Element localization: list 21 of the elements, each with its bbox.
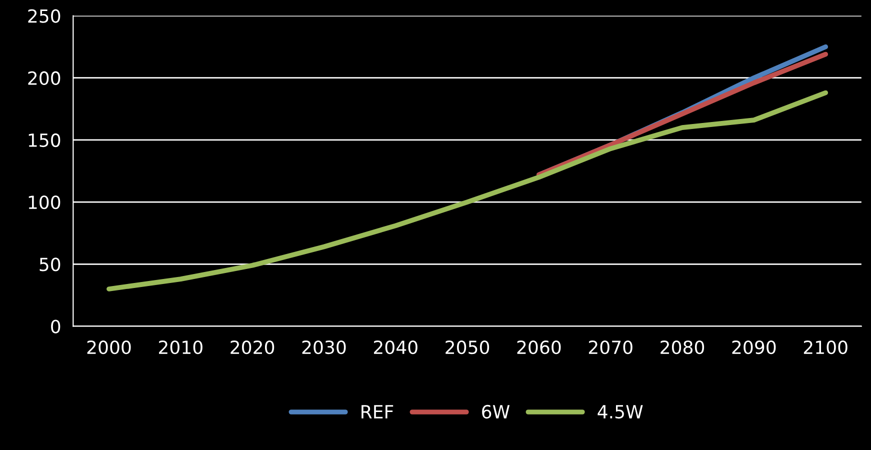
x-tick-label: 2050 <box>446 340 490 354</box>
x-tick-label: 2070 <box>588 340 632 354</box>
x-tick-label: 2000 <box>87 340 131 354</box>
x-tick-label: 2030 <box>302 340 346 354</box>
x-tick-label: 2060 <box>517 340 561 354</box>
x-tick-label: 2010 <box>159 340 202 354</box>
y-tick-label: 250 <box>28 9 60 23</box>
legend-label: 6W <box>482 404 510 419</box>
x-tick-label: 2090 <box>732 340 776 354</box>
y-tick-label: 100 <box>28 196 60 210</box>
y-tick-label: 150 <box>28 133 60 148</box>
y-tick-label: 200 <box>28 71 60 85</box>
y-tick-label: 50 <box>40 258 60 272</box>
x-tick-label: 2020 <box>230 340 274 354</box>
legend-label: 4.5W <box>598 405 643 419</box>
y-tick-label: 0 <box>51 320 60 334</box>
line-series <box>106 90 828 292</box>
x-tick-label: 2080 <box>660 340 704 354</box>
x-tick-label: 2040 <box>374 340 418 354</box>
x-tick-label: 2100 <box>804 340 848 354</box>
legend-label: REF <box>362 405 394 418</box>
